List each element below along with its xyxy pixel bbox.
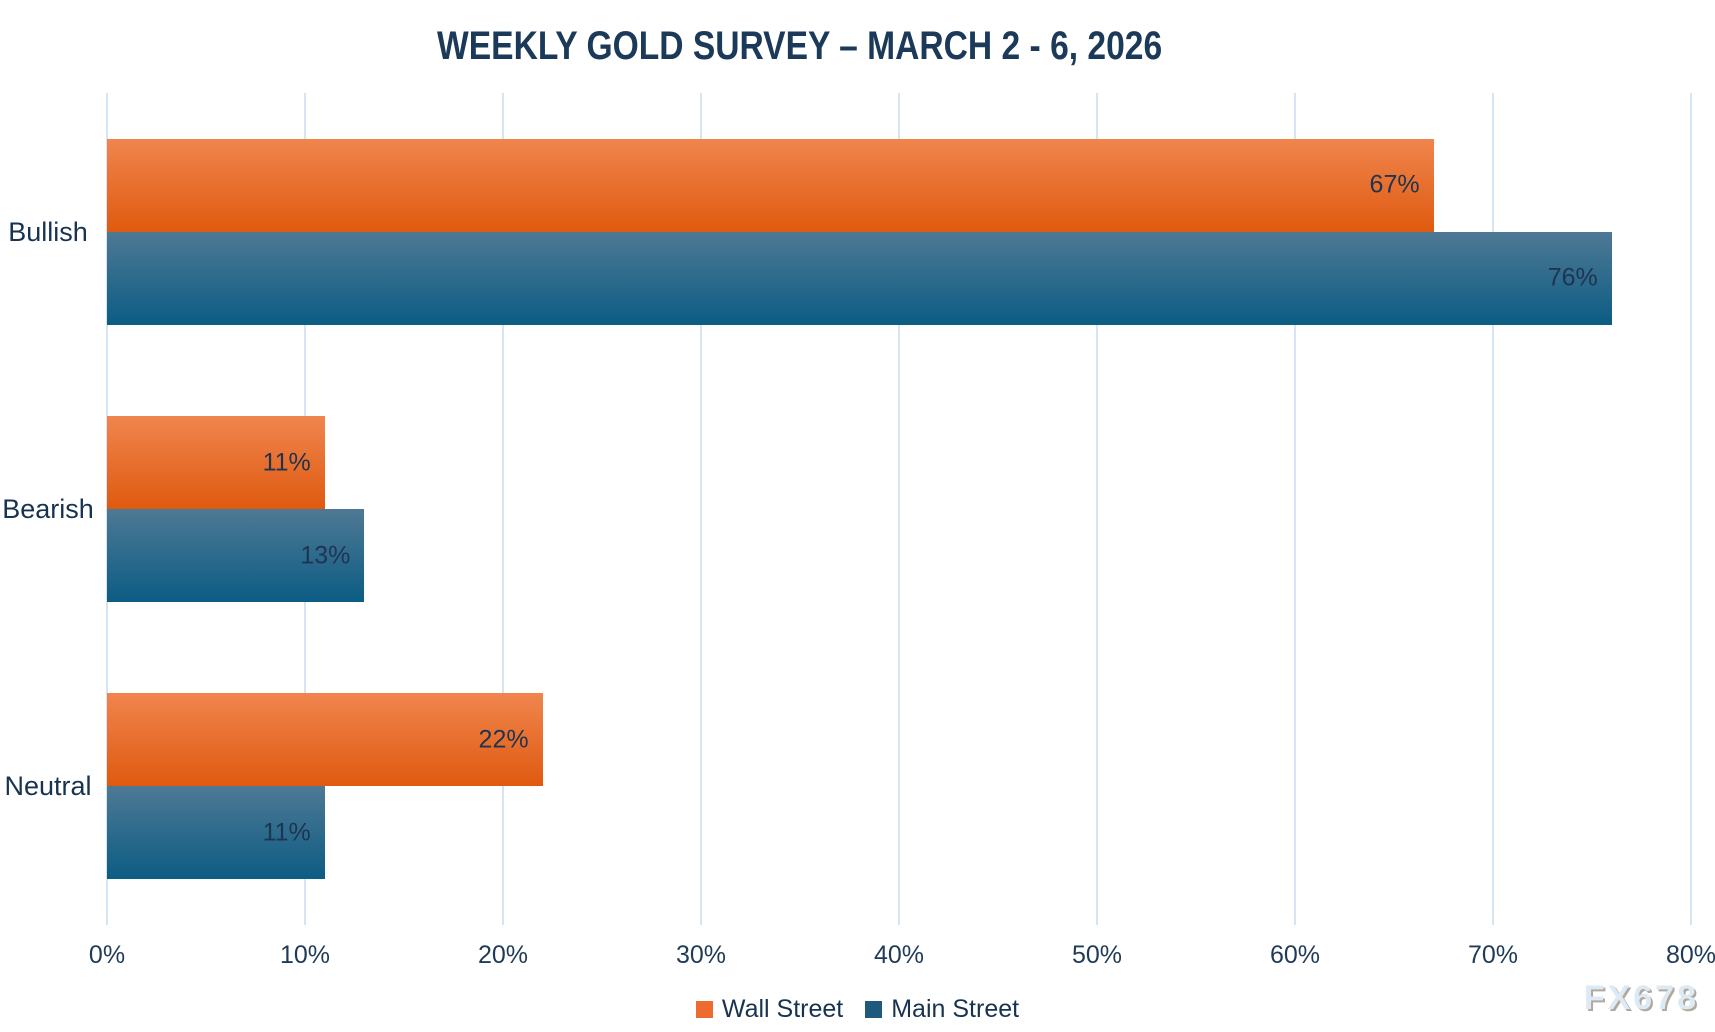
bar-wall-street-bearish: 11% — [107, 416, 325, 509]
x-tick-label-60: 60% — [1269, 941, 1321, 969]
legend-label-wall-street: Wall Street — [721, 994, 844, 1023]
watermark: FX678 — [1583, 979, 1699, 1017]
bar-main-street-bearish: 13% — [107, 509, 365, 602]
gridline-70 — [1492, 93, 1494, 925]
gridline-30 — [700, 93, 702, 925]
gridline-50 — [1096, 93, 1098, 925]
category-label-bearish: Bearish — [2, 494, 94, 524]
legend-swatch-wall-street — [695, 1000, 713, 1018]
x-tick-label-30: 30% — [675, 941, 727, 969]
category-label-bullish: Bullish — [8, 216, 88, 247]
gridline-60 — [1294, 93, 1296, 925]
legend-item-main-street: Main Street — [865, 995, 1019, 1024]
x-axis: 0% 10% 20% 30% 40% 50% 60% 70% 80% — [89, 941, 1715, 975]
bar-wall-street-bullish: 67% — [107, 138, 1434, 232]
category-label-neutral: Neutral — [4, 771, 92, 802]
legend-swatch-main-street — [865, 1000, 883, 1018]
x-tick-label-40: 40% — [873, 941, 925, 969]
legend-item-wall-street: Wall Street — [695, 994, 844, 1024]
data-label-wall-street-bearish: 11% — [262, 448, 311, 476]
x-tick-label-10: 10% — [279, 941, 331, 969]
chart-title-wrap: WEEKLY GOLD SURVEY – MARCH 2 - 6, 2026 — [0, 24, 1600, 69]
x-tick-label-20: 20% — [477, 941, 529, 969]
data-label-wall-street-neutral: 22% — [478, 725, 529, 754]
bar-main-street-neutral: 11% — [107, 786, 325, 880]
bar-main-street-bullish: 76% — [107, 231, 1612, 325]
legend-label-main-street: Main Street — [891, 994, 1020, 1023]
x-tick-label-50: 50% — [1071, 941, 1123, 969]
plot-area: 67% 76% 11% 13% 22% 11% — [106, 93, 1692, 925]
gridline-20 — [502, 93, 504, 925]
bar-wall-street-neutral: 22% — [107, 693, 543, 787]
legend: Wall Street Main Street — [0, 993, 1715, 1025]
x-tick-label-0: 0% — [88, 941, 126, 969]
data-label-main-street-neutral: 11% — [262, 818, 311, 847]
chart-title: WEEKLY GOLD SURVEY – MARCH 2 - 6, 2026 — [437, 24, 1163, 68]
x-tick-label-70: 70% — [1467, 941, 1519, 969]
data-label-main-street-bullish: 76% — [1547, 263, 1598, 292]
gridline-40 — [898, 93, 900, 925]
x-tick-label-80: 80% — [1665, 941, 1715, 969]
data-label-wall-street-bullish: 67% — [1369, 170, 1420, 199]
data-label-main-street-bearish: 13% — [300, 541, 351, 569]
gridline-80 — [1690, 93, 1692, 925]
